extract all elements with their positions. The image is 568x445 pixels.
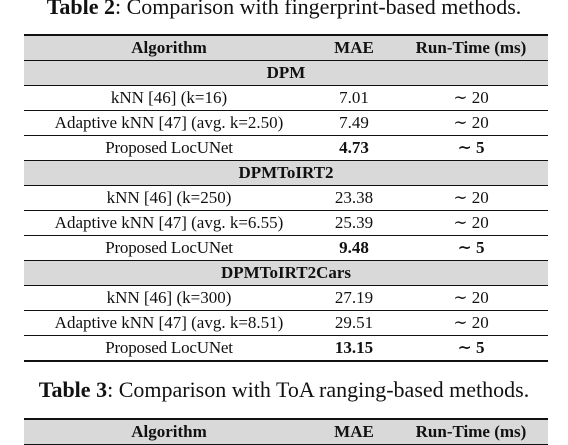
mae-cell: 27.19: [334, 288, 374, 307]
table3-header-algorithm: Algorithm: [131, 422, 207, 441]
mae-cell: 23.38: [334, 188, 374, 207]
table2-caption-text: : Comparison with fingerprint-based meth…: [114, 0, 522, 19]
table-row: Adaptive kNN [47] (avg. k=6.55) 25.39 ∼ 20: [24, 211, 548, 236]
table3-header-runtime: Run-Time (ms): [415, 422, 527, 441]
table-row: Proposed LocUNet 4.73 ∼ 5: [24, 136, 548, 161]
table2-header-runtime: Run-Time (ms): [415, 38, 527, 57]
table2-group-row: DPMToIRT2Cars: [24, 260, 548, 286]
algorithm-cell: kNN [46] (k=16): [110, 88, 228, 107]
table2-caption: Table 2: Comparison with fingerprint-bas…: [0, 0, 568, 19]
mae-cell: 7.49: [339, 113, 369, 132]
table2-group-row: DPM: [24, 60, 548, 86]
table2-caption-label: Table 2: [46, 0, 115, 19]
runtime-cell: ∼ 5: [457, 138, 485, 157]
table2-group-label: DPM: [266, 63, 306, 82]
table2-group-label: DPMToIRT2: [238, 163, 334, 182]
table3-header-row: Algorithm MAE Run-Time (ms): [24, 419, 548, 445]
table2-header-row: Algorithm MAE Run-Time (ms): [24, 35, 548, 61]
runtime-cell: ∼ 20: [453, 188, 489, 207]
algorithm-cell: kNN [46] (k=300): [106, 288, 232, 307]
algorithm-cell: Adaptive kNN [47] (avg. k=6.55): [54, 213, 284, 232]
runtime-cell: ∼ 20: [453, 313, 489, 332]
table-row: Proposed LocUNet 13.15 ∼ 5: [24, 336, 548, 361]
table-row: Adaptive kNN [47] (avg. k=2.50) 7.49 ∼ 20: [24, 111, 548, 136]
table2-body: DPM kNN [46] (k=16) 7.01 ∼ 20 Adaptive kNN […: [24, 60, 548, 361]
algorithm-cell: Proposed LocUNet: [105, 338, 233, 357]
table2-header-mae: MAE: [334, 38, 374, 57]
table2-header-algorithm: Algorithm: [131, 38, 207, 57]
algorithm-cell: Proposed LocUNet: [105, 238, 233, 257]
runtime-cell: ∼ 5: [457, 338, 485, 357]
table3-caption-label: Table 3: [38, 377, 108, 402]
runtime-cell: ∼ 20: [453, 88, 489, 107]
mae-cell: 25.39: [334, 213, 374, 232]
mae-cell: 4.73: [339, 138, 369, 157]
table2: Algorithm MAE Run-Time (ms) DPM kNN [46] …: [24, 34, 548, 362]
table-row: Proposed LocUNet 9.48 ∼ 5: [24, 236, 548, 261]
algorithm-cell: Proposed LocUNet: [105, 138, 233, 157]
runtime-cell: ∼ 5: [457, 238, 485, 257]
table3-header-mae: MAE: [334, 422, 374, 441]
runtime-cell: ∼ 20: [453, 288, 489, 307]
table-row: kNN [46] (k=16) 7.01 ∼ 20: [24, 86, 548, 111]
table-row: Adaptive kNN [47] (avg. k=8.51) 29.51 ∼ 20: [24, 311, 548, 336]
table-row: kNN [46] (k=250) 23.38 ∼ 20: [24, 186, 548, 211]
algorithm-cell: Adaptive kNN [47] (avg. k=8.51): [54, 313, 284, 332]
table2-group-row: DPMToIRT2: [24, 160, 548, 186]
mae-cell: 7.01: [339, 88, 369, 107]
table3-caption: Table 3: Comparison with ToA ranging-bas…: [0, 378, 568, 402]
runtime-cell: ∼ 20: [453, 213, 489, 232]
mae-cell: 9.48: [339, 238, 369, 257]
mae-cell: 29.51: [334, 313, 374, 332]
runtime-cell: ∼ 20: [453, 113, 489, 132]
algorithm-cell: Adaptive kNN [47] (avg. k=2.50): [54, 113, 284, 132]
mae-cell: 13.15: [334, 338, 374, 357]
table3-caption-text: : Comparison with ToA ranging-based meth…: [107, 377, 530, 402]
table3: Algorithm MAE Run-Time (ms): [24, 418, 548, 445]
algorithm-cell: kNN [46] (k=250): [106, 188, 232, 207]
table-row: kNN [46] (k=300) 27.19 ∼ 20: [24, 286, 548, 311]
table2-group-label: DPMToIRT2Cars: [220, 263, 352, 282]
